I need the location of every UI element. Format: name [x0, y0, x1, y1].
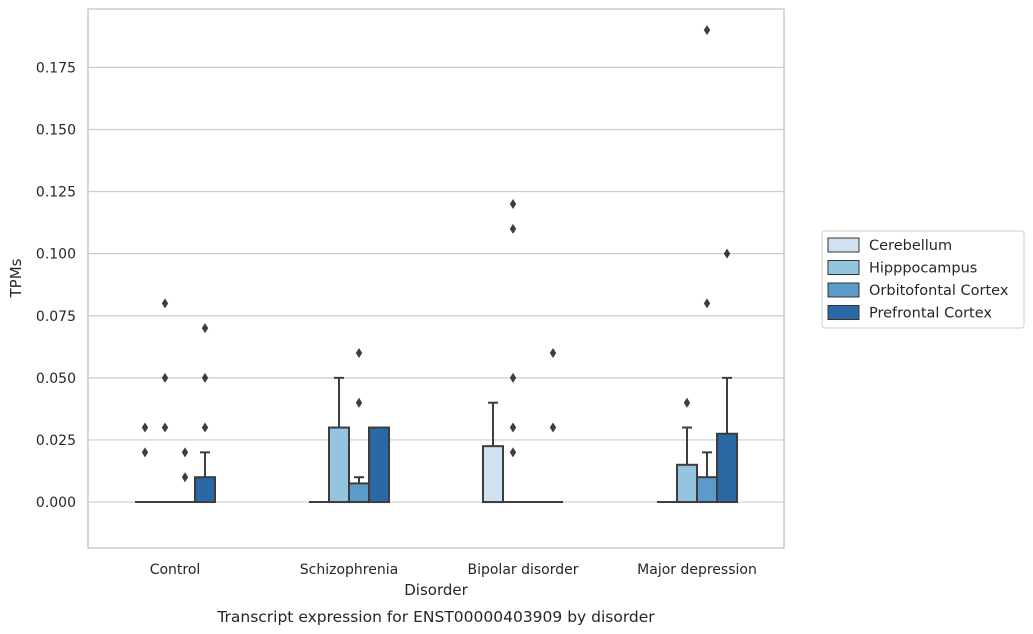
- box-group: [154, 298, 175, 504]
- x-tick-label: Control: [150, 562, 201, 578]
- y-axis-label: TPMs: [7, 258, 25, 298]
- outlier-point: [181, 472, 189, 483]
- outlier-point: [141, 422, 149, 433]
- box-group: [502, 198, 523, 504]
- box: [327, 426, 350, 504]
- y-tick-label: 0.150: [36, 122, 76, 138]
- y-tick-label: 0.075: [36, 309, 76, 325]
- box-group: [543, 348, 564, 504]
- legend-swatch: [827, 237, 860, 253]
- y-tick-labels: 0.000 0.025 0.050 0.075 0.100 0.125 0.150 0.175: [36, 60, 76, 511]
- box-group: [716, 248, 739, 504]
- outlier-point: [509, 198, 517, 209]
- outlier-point: [509, 223, 517, 234]
- x-axis-label: Disorder: [404, 581, 468, 599]
- outlier-point: [161, 422, 169, 433]
- outlier-point: [683, 397, 691, 408]
- legend-swatch: [827, 282, 860, 298]
- box: [194, 476, 217, 504]
- box: [696, 476, 719, 504]
- outlier-point: [201, 422, 209, 433]
- y-tick-label: 0.100: [36, 247, 76, 263]
- outlier-point: [355, 397, 363, 408]
- y-tick-label: 0.000: [36, 495, 76, 511]
- box: [348, 482, 371, 504]
- legend-frame: [821, 230, 1025, 329]
- outlier-point: [509, 447, 517, 458]
- box: [368, 426, 391, 504]
- box-group: [481, 401, 504, 504]
- box: [675, 463, 698, 504]
- box-group: [327, 376, 350, 504]
- box: [716, 432, 739, 504]
- legend-entries: Cerebellum Hipppocampus Orbitofontal Corte…: [827, 237, 1009, 322]
- outlier-point: [201, 323, 209, 334]
- outlier-point: [509, 422, 517, 433]
- outlier-point: [549, 348, 557, 359]
- outlier-point: [703, 298, 711, 309]
- outlier-point: [201, 372, 209, 383]
- plot-area-frame: [87, 8, 785, 549]
- outlier-point: [549, 422, 557, 433]
- outlier-point: [509, 372, 517, 383]
- outlier-point: [703, 25, 711, 36]
- y-tick-label: 0.050: [36, 371, 76, 387]
- outlier-point: [161, 372, 169, 383]
- box-group: [194, 323, 217, 504]
- legend: Cerebellum Hipppocampus Orbitofontal Corte…: [821, 230, 1025, 329]
- legend-label: Prefrontal Cortex: [869, 306, 992, 322]
- y-tick-label: 0.125: [36, 185, 76, 201]
- legend-label: Cerebellum: [869, 238, 952, 254]
- x-tick-labels: Control Schizophrenia Bipolar disorder Majo…: [150, 562, 757, 578]
- box-group: [348, 348, 371, 504]
- outlier-point: [181, 447, 189, 458]
- chart-caption: Transcript expression for ENST0000040390…: [216, 608, 655, 626]
- legend-swatch: [827, 305, 860, 320]
- outlier-point: [355, 348, 363, 359]
- x-tick-label: Major depression: [637, 562, 757, 578]
- x-tick-label: Bipolar disorder: [467, 562, 578, 578]
- box-group: [675, 397, 698, 504]
- box-group: [696, 25, 719, 504]
- legend-label: Hipppocampus: [869, 261, 977, 277]
- y-tick-label: 0.175: [36, 60, 76, 76]
- outlier-point: [161, 298, 169, 309]
- x-tick-label: Schizophrenia: [300, 562, 398, 578]
- outlier-point: [723, 248, 731, 259]
- box-group: [175, 447, 196, 504]
- boxes: [134, 25, 739, 504]
- outlier-point: [141, 447, 149, 458]
- box: [481, 445, 504, 504]
- box-group: [368, 426, 391, 504]
- legend-label: Orbitofontal Cortex: [869, 283, 1009, 299]
- grid-lines: [88, 66, 784, 503]
- box-group: [134, 422, 155, 504]
- legend-swatch: [827, 260, 860, 275]
- y-tick-label: 0.025: [36, 433, 76, 449]
